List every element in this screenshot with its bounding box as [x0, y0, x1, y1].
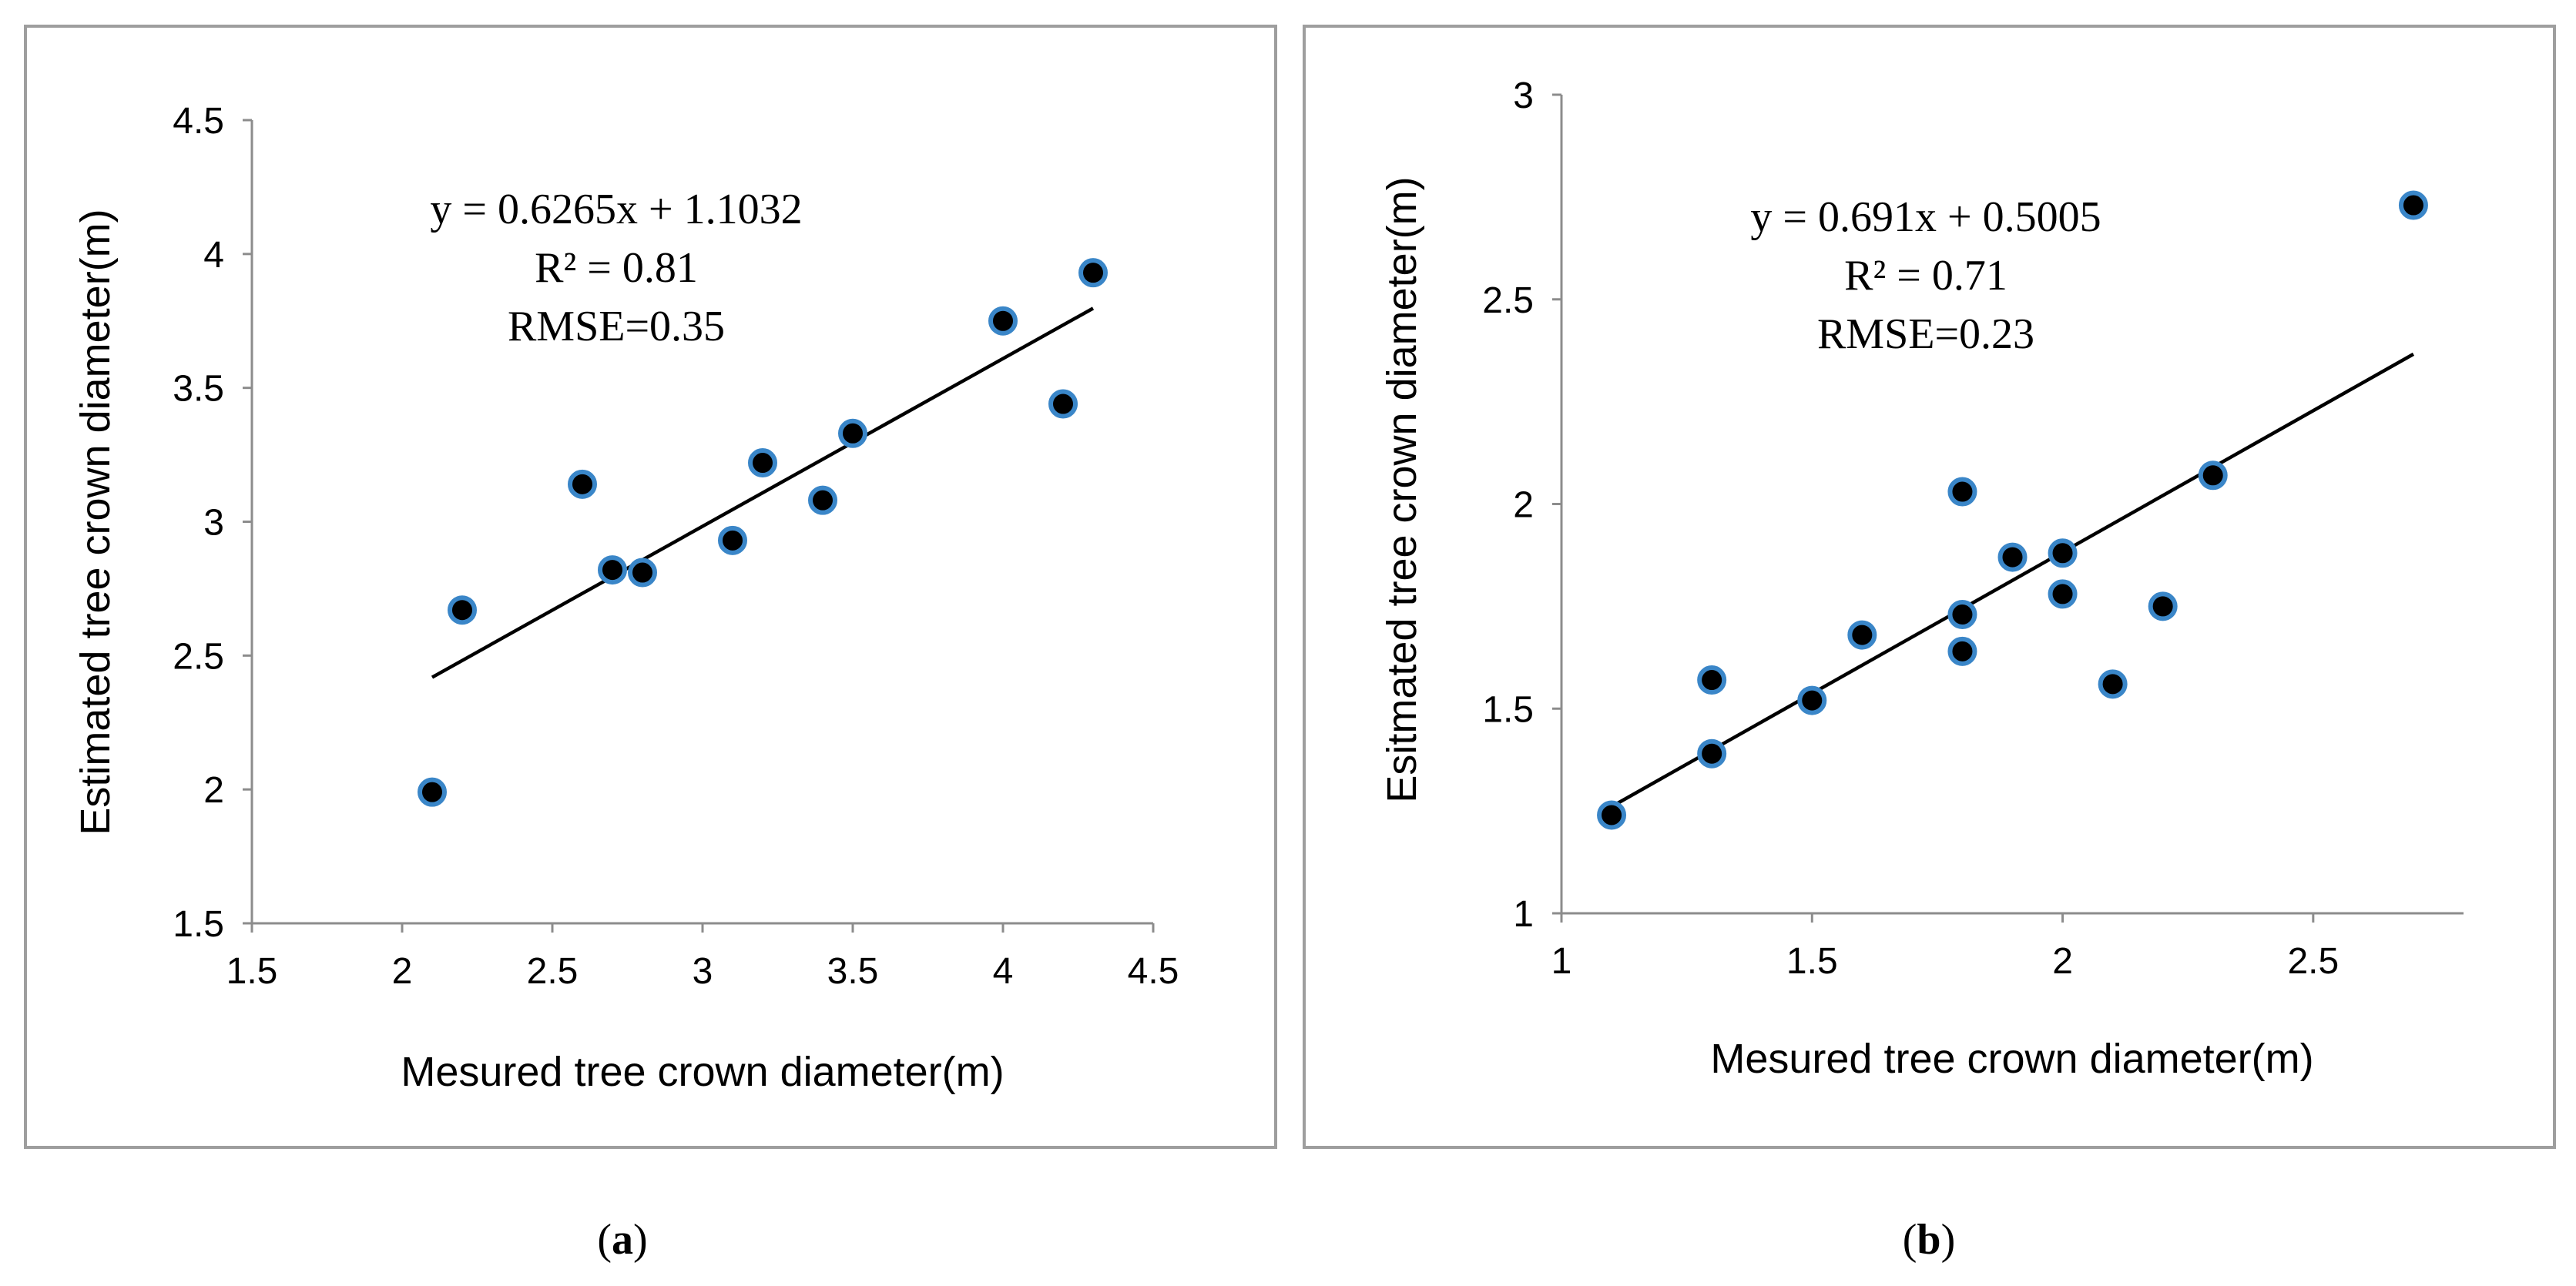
- panel-b-data-point: [2148, 591, 2178, 621]
- panel-b-y-tick-label: 3: [1513, 75, 1534, 116]
- panel-a-caption: (a): [597, 1216, 647, 1264]
- panel-a-data-point: [988, 306, 1018, 336]
- panel-b-data-point: [2198, 460, 2228, 491]
- panel-b-x-tick-label: 1: [1551, 941, 1572, 982]
- panel-b-y-tick-label: 1: [1513, 894, 1534, 935]
- panel-b-y-tick-label: 1.5: [1482, 689, 1534, 730]
- panel-a-y-axis-title: Estimated tree crown diameter(m): [72, 209, 119, 835]
- panel-a-x-tick-label: 2: [392, 951, 413, 992]
- panel-a-y-tick-label: 2.5: [173, 636, 224, 677]
- panel-b-r-squared: R² = 0.71: [1844, 252, 2007, 300]
- panel-b-data-point: [2048, 538, 2078, 568]
- panel-b-data-point: [1597, 800, 1627, 830]
- panel-a-x-tick-label: 1.5: [226, 951, 278, 992]
- panel-a-y-tick-label: 4: [203, 235, 224, 276]
- panel-a-y-ticks: 1.5 2 2.5 3 3.5 4 4.5: [173, 101, 252, 945]
- panel-a-caption-text: (a): [597, 1216, 647, 1264]
- panel-a-x-ticks: 1.5 2 2.5 3 3.5 4 4.5: [226, 923, 1179, 992]
- panel-a-y-tick-label: 4.5: [173, 101, 224, 142]
- panel-b-points: [1597, 190, 2428, 830]
- panel-a-x-tick-label: 3.5: [827, 951, 879, 992]
- panel-b-x-tick-label: 2: [2052, 941, 2073, 982]
- panel-b-data-point: [1947, 477, 1977, 507]
- panel-a-y-tick-label: 2: [203, 770, 224, 811]
- panel-b-y-axis-title: Esitmated tree crown diameter(m): [1379, 176, 1425, 802]
- panel-a-x-tick-label: 3: [693, 951, 713, 992]
- panel-b-rmse: RMSE=0.23: [1817, 310, 2034, 358]
- panel-a-x-axis-title: Mesured tree crown diameter(m): [401, 1049, 1004, 1095]
- panel-b-y-tick-label: 2.5: [1482, 280, 1534, 321]
- panel-a-r-squared: R² = 0.81: [535, 244, 698, 292]
- panel-a-data-point: [418, 777, 447, 807]
- panel-b-caption-letter: b: [1917, 1216, 1940, 1264]
- panel-b-x-axis-title: Mesured tree crown diameter(m): [1710, 1036, 2313, 1082]
- panel-a-data-point: [448, 595, 477, 625]
- panel-b-data-point: [2048, 579, 2078, 609]
- panel-a-points: [418, 258, 1108, 807]
- panel-b-data-point: [2398, 190, 2428, 220]
- panel-a-x-tick-label: 4: [993, 951, 1014, 992]
- panel-b-data-point: [1947, 636, 1977, 666]
- panel-b-data-point: [2098, 669, 2128, 699]
- panel-a-data-point: [598, 555, 627, 585]
- panel-a-x-tick-label: 2.5: [527, 951, 579, 992]
- panel-a-trendline: [431, 306, 1095, 679]
- panel-b-y-tick-label: 2: [1513, 485, 1534, 526]
- panel-b-trendline: [1610, 352, 2415, 809]
- panel-b-data-point: [1797, 685, 1827, 715]
- panel-a-equation: y = 0.6265x + 1.1032: [430, 186, 802, 233]
- panel-a-data-point: [718, 525, 747, 555]
- panel-b-data-point: [1847, 620, 1877, 650]
- panel-a: 1.5 2 2.5 3 3.5 4 4.5 1.5 2 2.5 3 3.5 4 4.5 Mesured …: [24, 25, 1277, 1149]
- panel-a-data-point: [1078, 258, 1108, 288]
- panel-b-border: [1303, 25, 2556, 1149]
- panel-b-x-tick-label: 1.5: [1786, 941, 1838, 982]
- panel-a-data-point: [628, 558, 657, 588]
- panel-b-data-point: [1697, 738, 1727, 769]
- panel-b-data-point: [1697, 665, 1727, 695]
- panel-a-data-point: [808, 485, 837, 515]
- panel-b-y-ticks: 1 1.5 2 2.5 3: [1482, 75, 1561, 935]
- panel-b-data-point: [1947, 600, 1977, 630]
- panel-a-data-point: [748, 448, 777, 478]
- panel-a-y-tick-label: 3.5: [173, 369, 224, 410]
- panel-b: 1 1.5 2 2.5 1 1.5 2 2.5 3 Mesured tree crown di…: [1303, 25, 2556, 1149]
- panel-b-x-tick-label: 2.5: [2287, 941, 2339, 982]
- panel-a-data-point: [1048, 389, 1078, 419]
- panel-b-caption-text: (b): [1903, 1216, 1955, 1264]
- panel-a-data-point: [838, 418, 867, 448]
- panel-b-equation: y = 0.691x + 0.5005: [1750, 193, 2101, 241]
- panel-b-caption: (b): [1903, 1216, 1955, 1264]
- panel-a-rmse: RMSE=0.35: [508, 303, 725, 350]
- panel-a-axes: 1.5 2 2.5 3 3.5 4 4.5 1.5 2 2.5 3 3.5 4 4.5: [173, 101, 1179, 992]
- panel-a-x-tick-label: 4.5: [1128, 951, 1179, 992]
- panel-a-y-tick-label: 3: [203, 503, 224, 544]
- panel-a-data-point: [568, 469, 597, 499]
- panel-a-caption-letter: a: [612, 1216, 633, 1264]
- panel-a-border: [24, 25, 1277, 1149]
- panel-b-data-point: [1997, 542, 2028, 572]
- panel-a-y-tick-label: 1.5: [173, 904, 224, 945]
- panel-b-axes: 1 1.5 2 2.5 1 1.5 2 2.5 3: [1482, 75, 2464, 982]
- panel-b-x-ticks: 1 1.5 2 2.5: [1551, 913, 2339, 982]
